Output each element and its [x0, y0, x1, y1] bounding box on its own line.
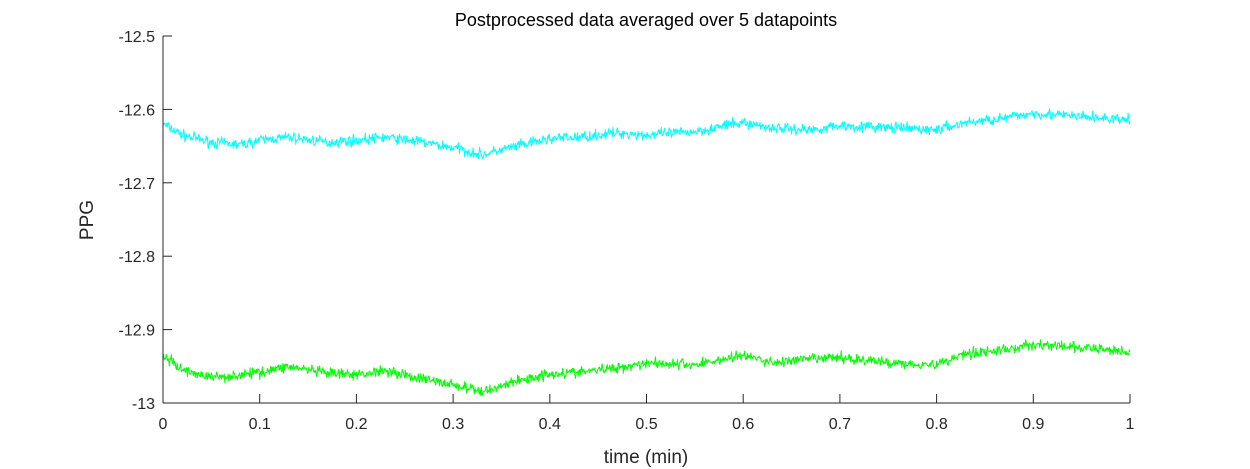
- x-tick-label: 0.9: [1022, 416, 1044, 433]
- x-axis-label: time (min): [604, 447, 688, 468]
- series-line-0: [162, 108, 1131, 160]
- y-tick-label: -12.6: [119, 102, 156, 119]
- x-tick-label: 0.4: [539, 416, 561, 433]
- y-ticks: -12.5 -12.6 -12.7 -12.8 -12.9 -13: [119, 29, 172, 413]
- series-layer: [162, 108, 1131, 397]
- y-tick-label: -12.9: [119, 323, 156, 340]
- x-tick-label: 0.3: [442, 416, 464, 433]
- axes-background: [163, 36, 1130, 403]
- y-tick-label: -12.8: [119, 249, 156, 266]
- series-line-1: [162, 339, 1131, 397]
- x-tick-label: 0.5: [635, 416, 657, 433]
- y-axis-label: PPG: [77, 200, 98, 240]
- x-tick-label: 0.6: [732, 416, 754, 433]
- chart-title: Postprocessed data averaged over 5 datap…: [455, 10, 837, 30]
- plot-area: [163, 36, 1130, 403]
- x-tick-label: 0.2: [345, 416, 367, 433]
- x-tick-label: 0: [159, 416, 168, 433]
- x-tick-label: 0.1: [249, 416, 271, 433]
- x-ticks: 0 0.1 0.2 0.3 0.4 0.5 0.6 0.7 0.8 0.9 1: [159, 394, 1135, 433]
- y-tick-label: -12.5: [119, 29, 156, 46]
- x-tick-label: 0.8: [925, 416, 947, 433]
- y-tick-label: -13: [132, 396, 155, 413]
- x-tick-label: 0.7: [829, 416, 851, 433]
- x-tick-label: 1: [1126, 416, 1135, 433]
- y-tick-label: -12.7: [119, 176, 156, 193]
